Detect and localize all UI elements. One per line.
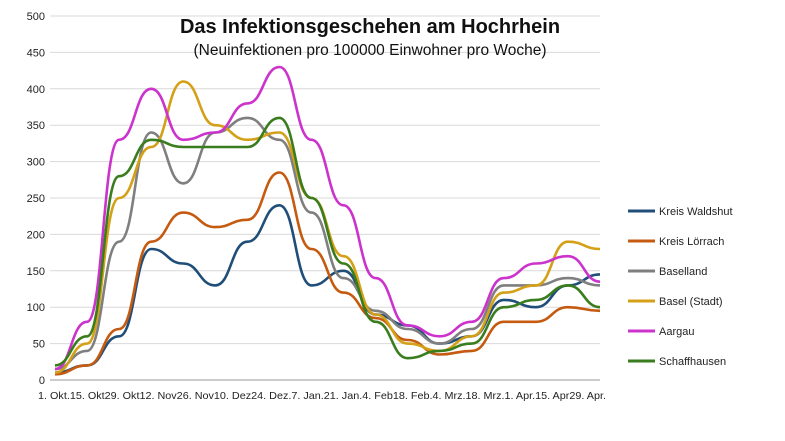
y-tick-label: 50 [33,339,45,351]
y-tick-label: 450 [27,47,45,59]
y-tick-label: 300 [27,157,45,169]
series-line-0 [54,204,601,374]
legend-label: Baselland [659,266,707,278]
y-tick-label: 0 [39,375,45,387]
legend-label: Aargau [659,326,694,338]
legend-label: Kreis Waldshut [659,206,733,218]
chart-title: Das Infektionsgeschehen am Hochrhein [180,16,560,38]
y-tick-label: 150 [27,266,45,278]
y-tick-label: 250 [27,193,45,205]
y-tick-label: 200 [27,229,45,241]
legend-label: Schaffhausen [659,356,726,368]
x-axis-ticks: 1. Okt.15. Okt29. Okt12. Nov26. Nov10. D… [38,390,606,402]
chart-subtitle: (Neuinfektionen pro 100000 Einwohner pro… [194,42,547,59]
legend-label: Kreis Lörrach [659,236,724,248]
series-line-5 [54,116,601,367]
series-line-2 [54,116,601,371]
y-axis-ticks: 0 50 100 150 200 250 300 350 400 450 500 [27,11,45,387]
series-line-1 [54,171,601,376]
legend: Kreis Waldshut Kreis Lörrach Baselland Base… [628,206,733,368]
series-line-4 [54,65,601,371]
x-tick-labels: 1. Okt.15. Okt29. Okt12. Nov26. Nov10. D… [38,390,606,402]
y-tick-label: 100 [27,302,45,314]
y-tick-label: 350 [27,120,45,132]
y-tick-label: 400 [27,84,45,96]
series-lines [54,65,601,376]
legend-label: Basel (Stadt) [659,296,723,308]
y-tick-label: 500 [27,11,45,23]
